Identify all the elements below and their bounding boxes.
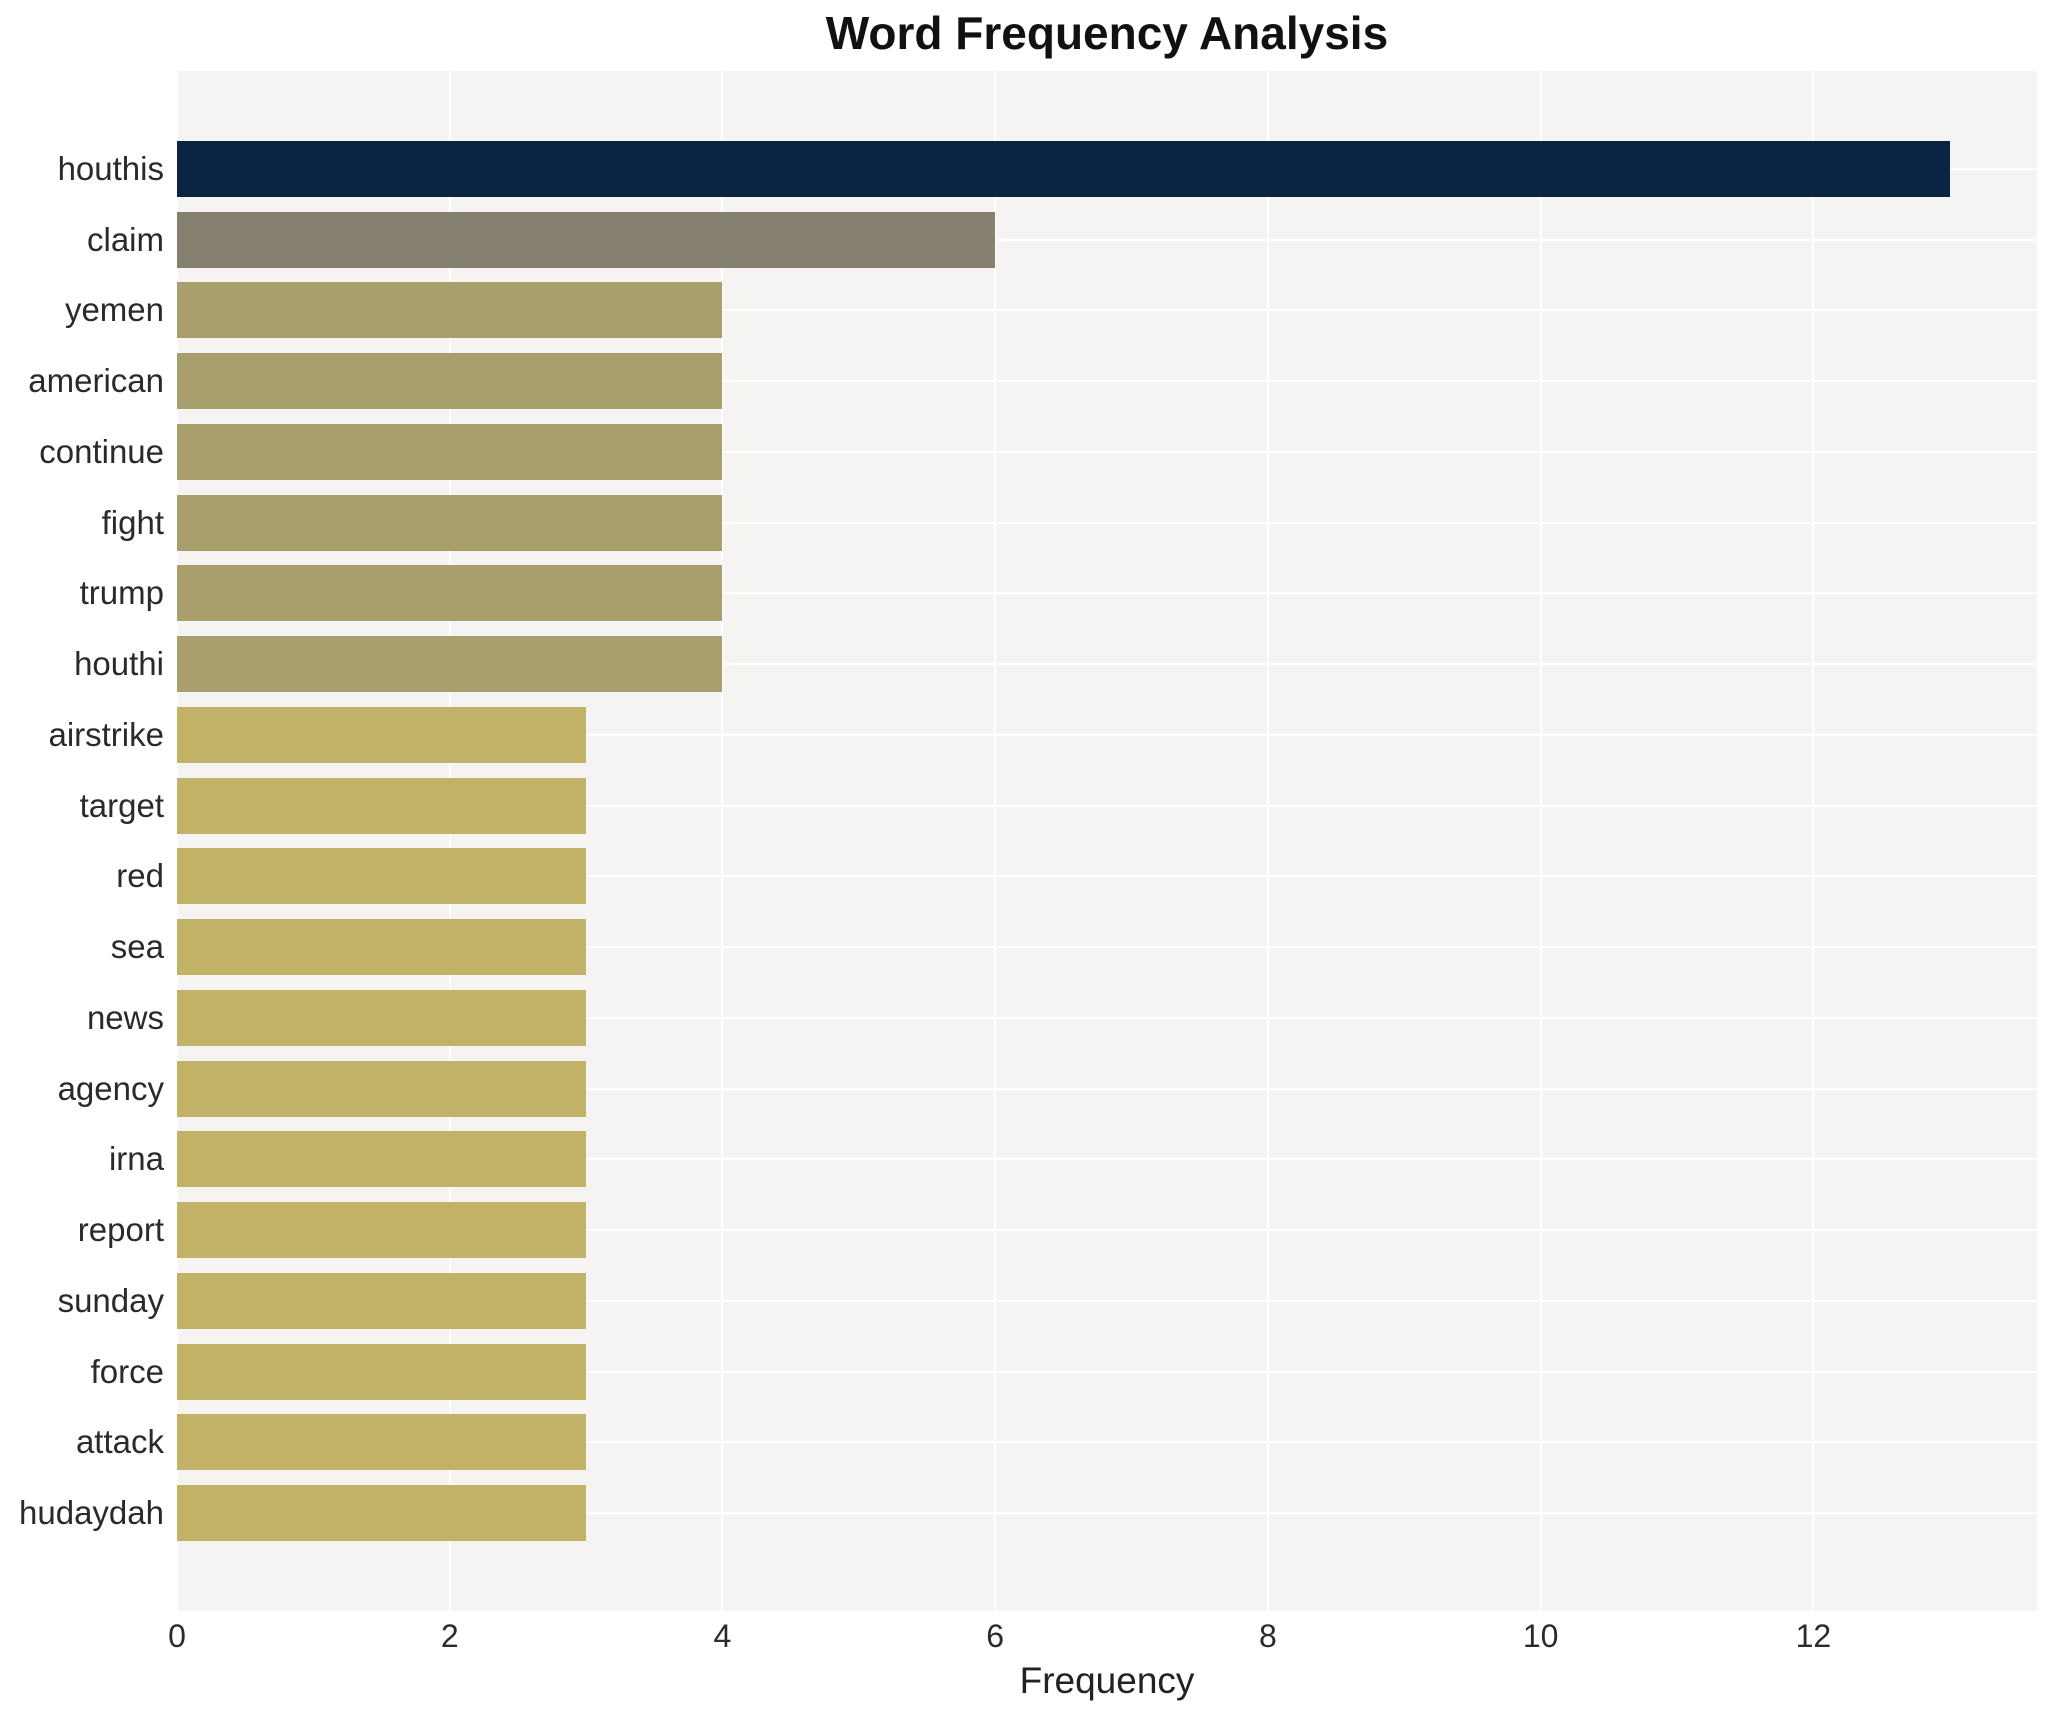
gridline-vertical — [1266, 71, 1269, 1611]
x-tick-label-4: 4 — [713, 1618, 732, 1654]
bar-airstrike — [177, 706, 587, 763]
gridline-horizontal — [177, 1299, 2037, 1302]
y-axis-label-report: report — [77, 1211, 164, 1249]
y-axis-label-houthis: houthis — [57, 150, 164, 187]
bar-yemen — [177, 282, 723, 339]
y-axis-label-trump: trump — [79, 574, 164, 612]
x-tick-label-12: 12 — [1795, 1618, 1832, 1654]
gridline-horizontal — [177, 804, 2037, 807]
y-axis-label-hudaydah: hudaydah — [19, 1494, 164, 1531]
y-axis-label-target: target — [79, 786, 164, 824]
x-tick-label-0: 0 — [168, 1618, 186, 1654]
chart-title: Word Frequency Analysis — [825, 7, 1389, 59]
bar-houthis — [177, 141, 1950, 197]
y-axis-label-sea: sea — [110, 928, 164, 966]
gridline-horizontal — [177, 521, 2037, 524]
gridline-horizontal — [177, 946, 2037, 949]
x-tick-label-10: 10 — [1522, 1618, 1559, 1654]
gridline-horizontal — [177, 1441, 2037, 1444]
y-axis-label-agency: agency — [57, 1069, 164, 1107]
bar-target — [177, 777, 587, 834]
bar-report — [177, 1202, 587, 1259]
x-tick-label-8: 8 — [1259, 1618, 1277, 1654]
gridline-horizontal — [177, 1229, 2037, 1232]
gridline-horizontal — [177, 1370, 2037, 1373]
gridline-horizontal — [177, 450, 2037, 453]
gridline-horizontal — [177, 875, 2037, 878]
bar-houthi — [177, 636, 723, 693]
bar-claim — [177, 211, 996, 268]
gridline-horizontal — [177, 663, 2037, 666]
y-axis-label-force: force — [90, 1352, 164, 1390]
gridline-horizontal — [177, 1087, 2037, 1090]
y-axis-label-red: red — [116, 857, 164, 895]
y-axis-label-irna: irna — [108, 1140, 164, 1178]
y-axis-label-fight: fight — [101, 503, 164, 541]
y-axis-label-sunday: sunday — [57, 1281, 164, 1319]
bar-fight — [177, 494, 723, 551]
gridline-horizontal — [177, 733, 2037, 736]
y-axis-label-houthi: houthi — [74, 645, 164, 683]
y-axis-label-claim: claim — [86, 220, 164, 258]
bar-continue — [177, 423, 723, 480]
y-axis-label-american: american — [28, 362, 164, 400]
bar-agency — [177, 1060, 587, 1117]
gridline-vertical — [448, 71, 451, 1611]
y-axis-label-yemen: yemen — [64, 291, 164, 329]
gridline-vertical — [721, 71, 724, 1611]
bar-red — [177, 848, 587, 905]
bar-attack — [177, 1414, 587, 1471]
y-axis-labels: houthis claim yemen american continue fight tr… — [0, 71, 164, 1611]
gridline-horizontal — [177, 592, 2037, 595]
plot-area — [176, 71, 2037, 1611]
x-tick-label-6: 6 — [986, 1618, 1005, 1654]
y-axis-label-news: news — [86, 998, 164, 1036]
gridline-horizontal — [177, 380, 2037, 383]
gridline-vertical — [1812, 71, 1815, 1611]
y-axis-label-airstrike: airstrike — [48, 715, 164, 753]
x-axis-label: Frequency — [1019, 1660, 1195, 1701]
gridline-horizontal — [177, 309, 2037, 312]
bar-hudaydah — [177, 1485, 587, 1541]
gridline-vertical — [994, 71, 997, 1611]
gridline-vertical — [176, 71, 178, 1611]
bar-sea — [177, 919, 587, 976]
bar-sunday — [177, 1272, 587, 1329]
gridline-horizontal — [177, 238, 2037, 241]
y-axis-label-continue: continue — [39, 432, 164, 470]
bar-irna — [177, 1131, 587, 1188]
gridline-horizontal — [177, 1158, 2037, 1161]
bar-american — [177, 353, 723, 410]
x-tick-label-2: 2 — [440, 1618, 459, 1654]
bar-trump — [177, 565, 723, 622]
gridline-horizontal — [177, 1016, 2037, 1019]
bar-force — [177, 1343, 587, 1400]
gridline-vertical — [1539, 71, 1542, 1611]
y-axis-label-attack: attack — [75, 1423, 164, 1461]
gridline-horizontal — [177, 1512, 2037, 1514]
bar-news — [177, 989, 587, 1046]
